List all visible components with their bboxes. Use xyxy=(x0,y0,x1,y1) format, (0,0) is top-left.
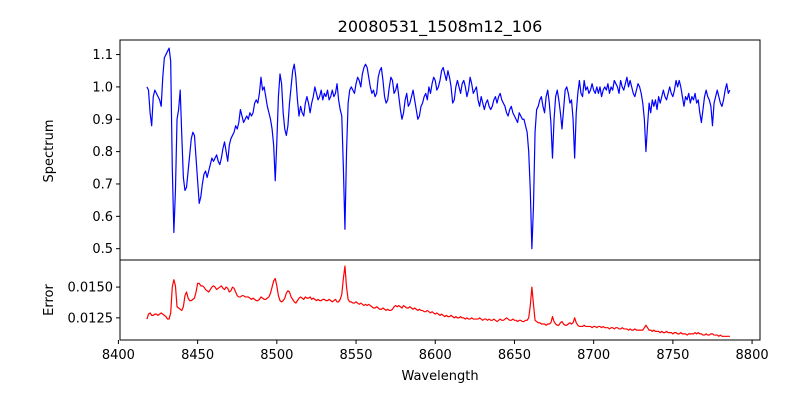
error-y-axis: 0.0125 0.0150 xyxy=(68,281,120,326)
x-axis-label: Wavelength xyxy=(401,369,478,384)
x-tick-label: 8500 xyxy=(260,348,293,363)
x-tick-label: 8600 xyxy=(419,348,452,363)
error-y-axis-label: Error xyxy=(42,284,57,316)
spectrum-line-0 xyxy=(146,47,731,250)
error-plot-frame xyxy=(119,259,761,341)
x-tick-label: 8750 xyxy=(656,348,689,363)
spectrum-panel: 0.5 0.6 0.7 0.8 0.9 1.0 1.1 Spectrum xyxy=(42,39,761,261)
x-tick-label: 8650 xyxy=(498,348,531,363)
spectrum-series-group xyxy=(146,47,731,250)
error-series-group xyxy=(146,265,730,337)
x-tick-label: 8550 xyxy=(339,348,372,363)
spectrum-y-axis: 0.5 0.6 0.7 0.8 0.9 1.0 1.1 xyxy=(92,48,120,257)
wavelength-x-axis: 8400 8450 8500 8550 8600 8650 8700 8750 8800 xyxy=(102,340,769,363)
error-panel: 0.0125 0.0150 Error xyxy=(42,259,761,341)
error-y-tick-label: 0.0150 xyxy=(68,281,114,296)
spectrum-y-tick-label: 1.1 xyxy=(92,48,113,63)
spectrum-y-tick-label: 1.0 xyxy=(92,80,113,95)
spectrum-y-tick-label: 0.6 xyxy=(92,210,113,225)
x-tick-label: 8800 xyxy=(736,348,769,363)
chart-title: 20080531_1508m12_106 xyxy=(338,17,543,37)
spectrum-y-tick-label: 0.7 xyxy=(92,177,113,192)
x-tick-label: 8400 xyxy=(102,348,135,363)
error-line-0 xyxy=(146,265,730,337)
spectrum-y-tick-label: 0.9 xyxy=(92,113,113,128)
x-tick-label: 8700 xyxy=(577,348,610,363)
error-y-tick-label: 0.0125 xyxy=(68,311,114,326)
spectrum-y-tick-label: 0.5 xyxy=(92,242,113,257)
x-tick-label: 8450 xyxy=(181,348,214,363)
spectrum-y-tick-label: 0.8 xyxy=(92,145,113,160)
spectrum-y-axis-label: Spectrum xyxy=(42,120,57,183)
